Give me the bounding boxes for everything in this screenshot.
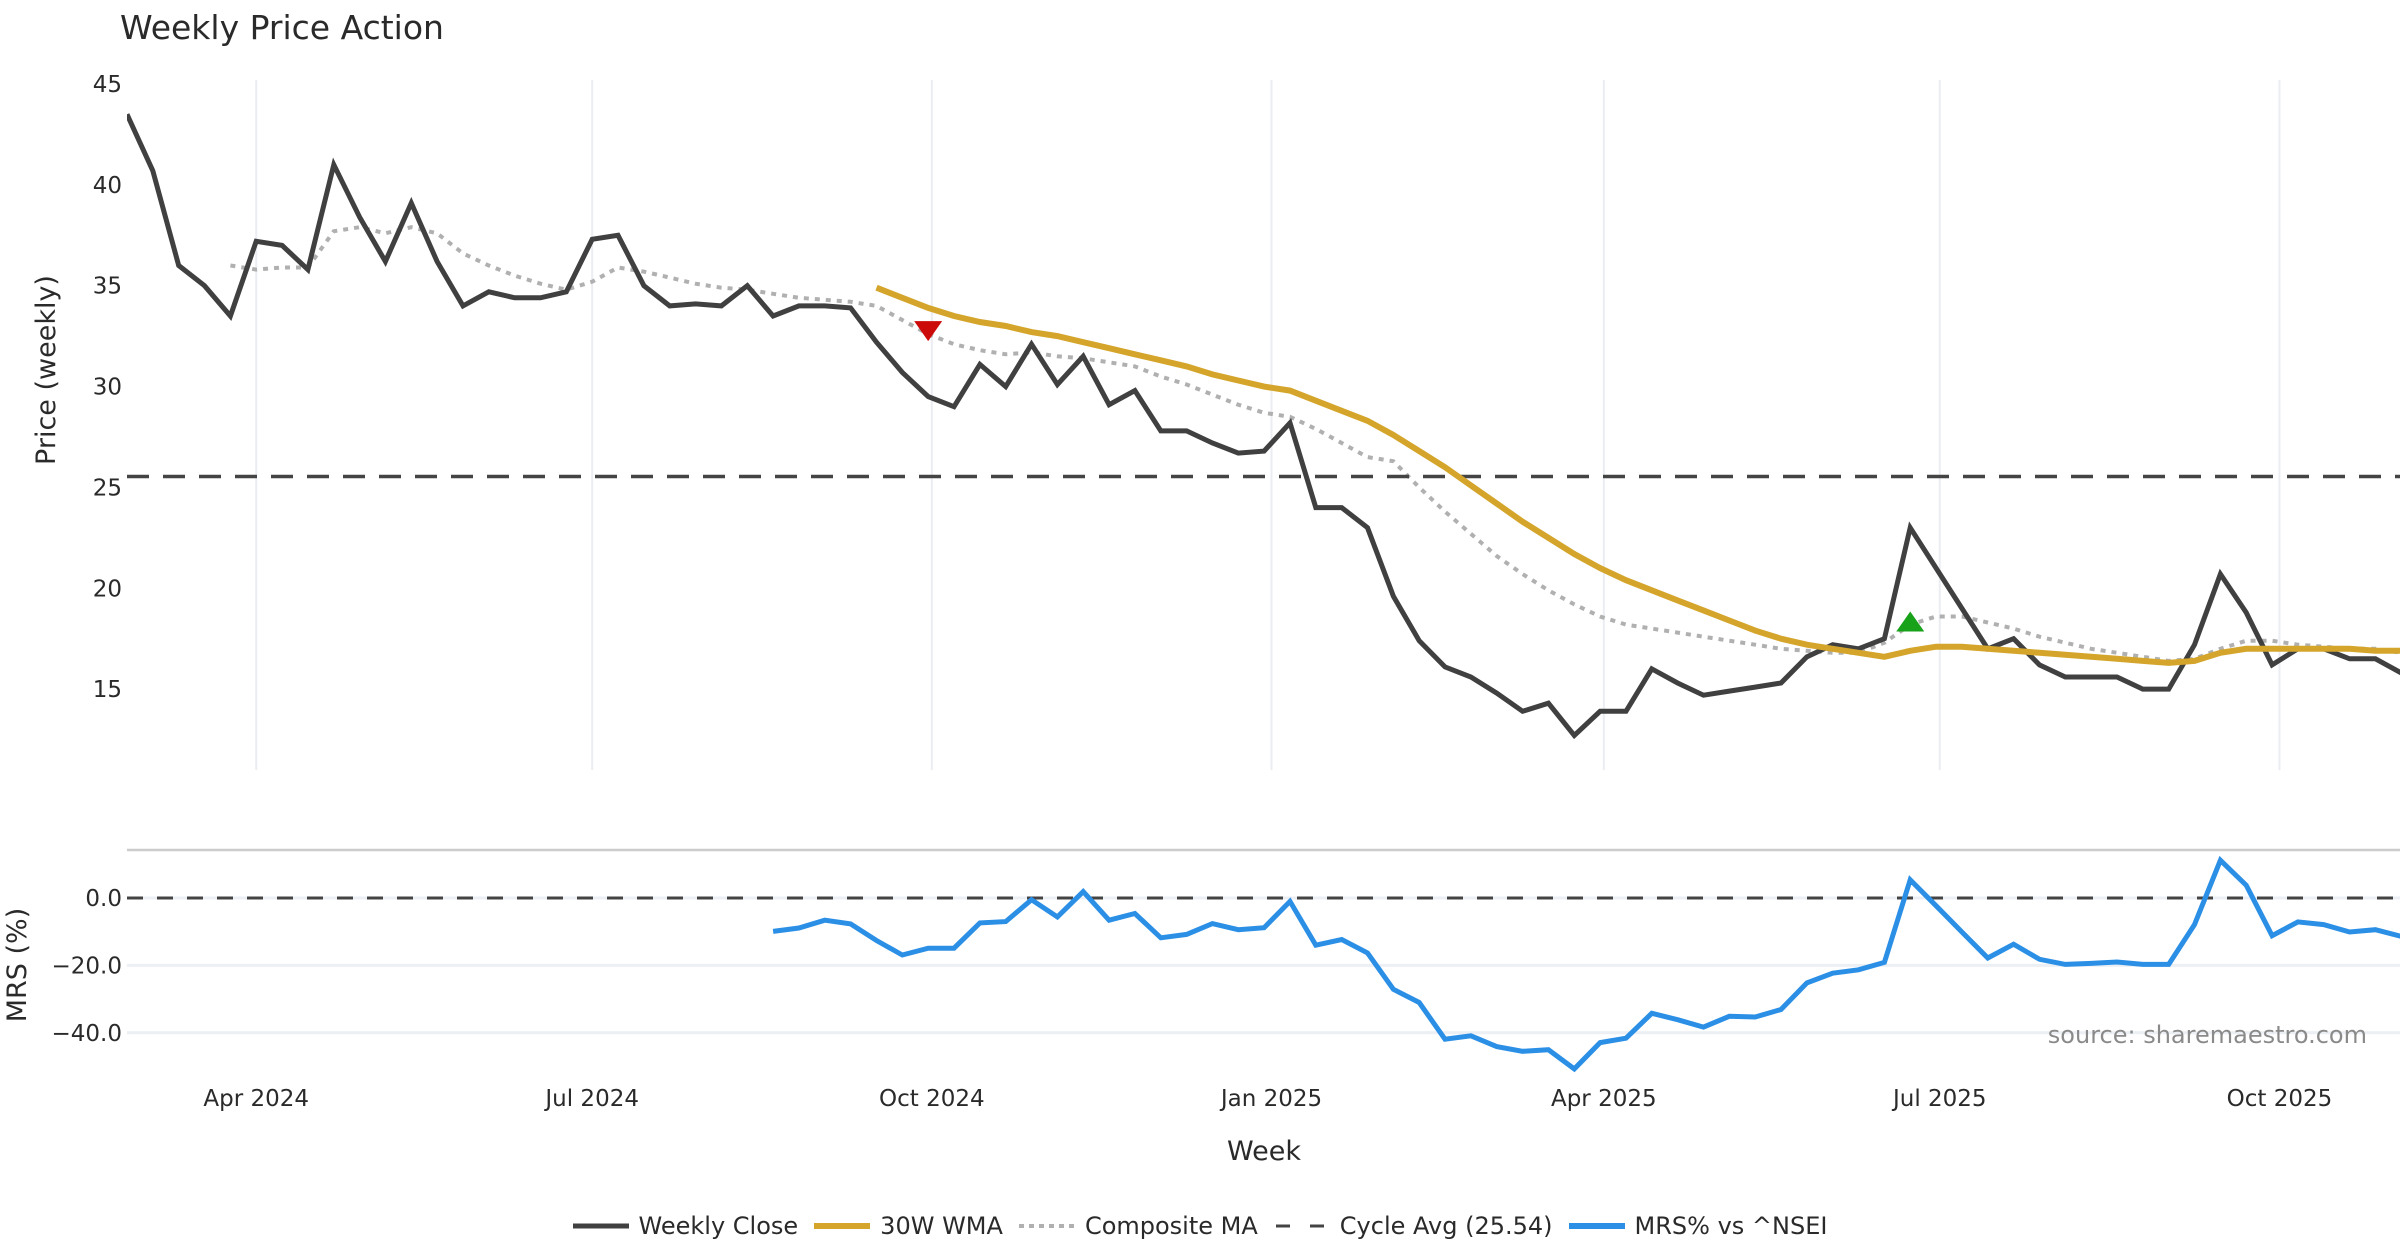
mrs-y-tick-label: −20.0	[52, 953, 122, 979]
legend-swatch-mrs	[1568, 1223, 1625, 1229]
y-tick-label: 45	[93, 72, 122, 98]
y-axis-label-mrs: MRS (%)	[2, 908, 33, 1023]
legend-swatch-cycle-avg	[1275, 1224, 1330, 1228]
legend-label: 30W WMA	[880, 1212, 1003, 1240]
chart-title: Weekly Price Action	[120, 8, 444, 47]
legend-item-mrs[interactable]: MRS% vs ^NSEI	[1568, 1212, 1828, 1240]
price-panel	[127, 113, 2400, 740]
legend-label: Composite MA	[1084, 1212, 1258, 1240]
series-30w-wma	[875, 284, 2400, 666]
legend-item-composite-ma[interactable]: Composite MA	[1018, 1212, 1258, 1240]
legend-label: MRS% vs ^NSEI	[1634, 1212, 1828, 1240]
series-weekly-close	[127, 113, 2400, 740]
legend-item-weekly-close[interactable]: Weekly Close	[572, 1212, 799, 1240]
axis-layer: Apr 2024 Jul 2024 Oct 2024 Jan 2025 Apr 2025…	[2, 72, 2332, 1167]
x-tick-label: Apr 2024	[203, 1086, 309, 1112]
y-tick-label: 20	[93, 576, 122, 602]
x-tick-label: Jan 2025	[1219, 1086, 1322, 1112]
sell-signal-marker	[914, 321, 943, 342]
y-tick-label: 30	[93, 375, 122, 401]
x-tick-label: Oct 2024	[879, 1086, 985, 1112]
y-tick-label: 25	[93, 475, 122, 501]
legend-item-cycle-avg[interactable]: Cycle Avg (25.54)	[1274, 1212, 1553, 1240]
legend-swatch-composite-ma	[1018, 1224, 1075, 1228]
mrs-panel	[127, 855, 2400, 1073]
y-axis-label-price: Price (weekly)	[31, 275, 62, 465]
x-tick-label: Jul 2024	[543, 1086, 639, 1112]
buy-signal-marker	[1896, 611, 1925, 632]
legend-item-30w-wma[interactable]: 30W WMA	[814, 1212, 1003, 1240]
legend-swatch-30w-wma	[814, 1223, 871, 1229]
legend-label: Weekly Close	[638, 1212, 799, 1240]
x-axis-label: Week	[1227, 1136, 1301, 1167]
x-tick-label: Apr 2025	[1551, 1086, 1657, 1112]
legend-swatch-weekly-close	[572, 1223, 629, 1229]
x-tick-label: Oct 2025	[2227, 1086, 2333, 1112]
grid-layer	[127, 80, 2400, 1035]
x-tick-label: Jul 2025	[1891, 1086, 1987, 1112]
mrs-y-tick-label: −40.0	[52, 1021, 122, 1047]
y-tick-label: 15	[93, 677, 122, 703]
source-credit: source: sharemaestro.com	[2047, 1021, 2367, 1049]
mrs-y-tick-label: 0.0	[85, 886, 122, 912]
series-mrs	[772, 855, 2400, 1073]
legend-label: Cycle Avg (25.54)	[1339, 1212, 1553, 1240]
y-tick-label: 40	[93, 173, 122, 199]
series-composite-ma	[230, 225, 2400, 663]
y-tick-label: 35	[93, 274, 122, 300]
legend: Weekly Close 30W WMA Composite MA Cycle …	[0, 1212, 2400, 1240]
